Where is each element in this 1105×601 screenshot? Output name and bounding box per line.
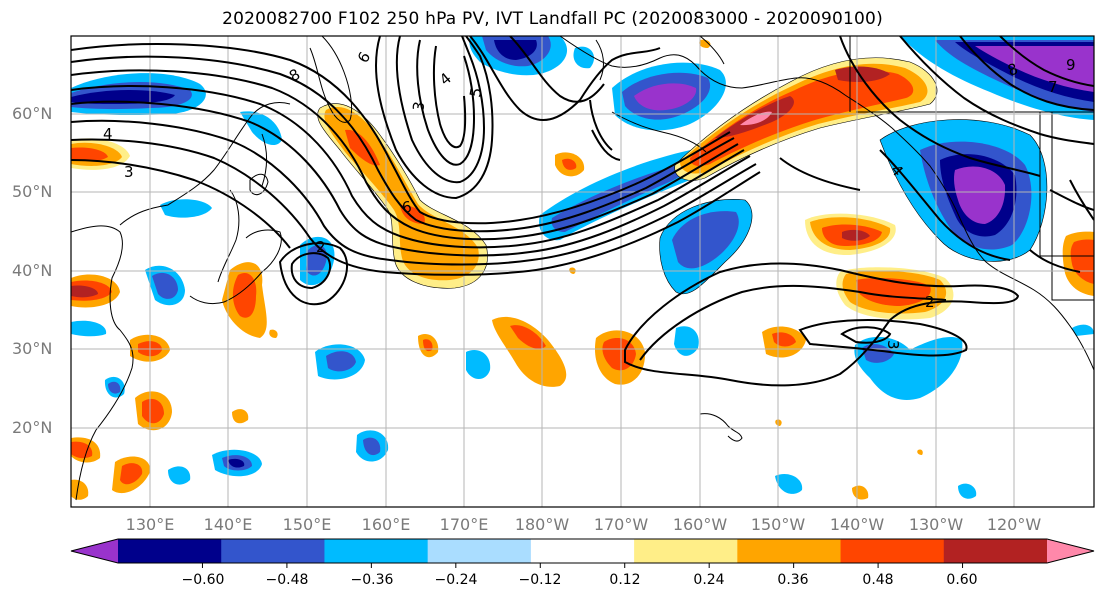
lon-label-170w: 170°W — [593, 515, 649, 534]
lon-label-120w: 120°W — [986, 515, 1042, 534]
colorbar-tick-label: −0.12 — [518, 572, 562, 588]
colorbar-tick-label: 0.24 — [693, 572, 725, 588]
coastlines — [71, 36, 1094, 501]
lat-label-60n: 60°N — [12, 104, 53, 123]
colorbar-tick-label: 0.60 — [946, 572, 978, 588]
map-title: 2020082700 F102 250 hPa PV, IVT Landfall… — [222, 9, 883, 29]
pv-negative-anomalies — [71, 36, 1094, 499]
lon-label-180w: 180°W — [514, 515, 570, 534]
contour-label: 3 — [884, 340, 902, 350]
contour-label: 3 — [124, 163, 134, 181]
ivt-contours — [71, 36, 1094, 387]
lon-label-150w: 150°W — [750, 515, 806, 534]
colorbar-tick-label: −0.60 — [181, 572, 225, 588]
lon-label-140e: 140°E — [203, 515, 253, 534]
lon-label-130w: 130°W — [908, 515, 964, 534]
contour-label: 5 — [466, 86, 485, 99]
contour-label: 7 — [1048, 78, 1058, 96]
map-frame — [70, 35, 1095, 508]
contour-label: 9 — [1066, 56, 1076, 74]
contour-label: 3 — [409, 100, 428, 113]
contour-label: 2 — [316, 238, 326, 256]
lon-label-160e: 160°E — [361, 515, 411, 534]
contour-label: 6 — [354, 49, 374, 66]
lon-label-170e: 170°E — [439, 515, 489, 534]
colorbar-tick-label: −0.48 — [265, 572, 309, 588]
pv-positive-anomalies — [71, 39, 1094, 500]
lon-label-150e: 150°E — [282, 515, 332, 534]
lon-label-130e: 130°E — [125, 515, 175, 534]
map-gridlines — [71, 36, 1094, 507]
lon-label-160w: 160°W — [672, 515, 728, 534]
lat-label-30n: 30°N — [12, 339, 53, 358]
lat-label-20n: 20°N — [12, 418, 53, 437]
colorbar-tick-label: −0.24 — [434, 572, 478, 588]
contour-label: 6 — [401, 198, 414, 217]
colorbar-tick-label: 0.12 — [609, 572, 641, 588]
lon-label-140w: 140°W — [829, 515, 885, 534]
contour-label: 4 — [436, 69, 455, 89]
colorbar-tick-label: 0.48 — [862, 572, 894, 588]
lat-label-50n: 50°N — [12, 182, 53, 201]
contour-label: 4 — [103, 125, 113, 143]
colorbar-tick-label: −0.36 — [350, 572, 394, 588]
contour-label: 2 — [925, 293, 935, 311]
lat-label-40n: 40°N — [12, 261, 53, 280]
colorbar-tick-label: 0.36 — [777, 572, 809, 588]
shading-outline — [317, 57, 1048, 295]
